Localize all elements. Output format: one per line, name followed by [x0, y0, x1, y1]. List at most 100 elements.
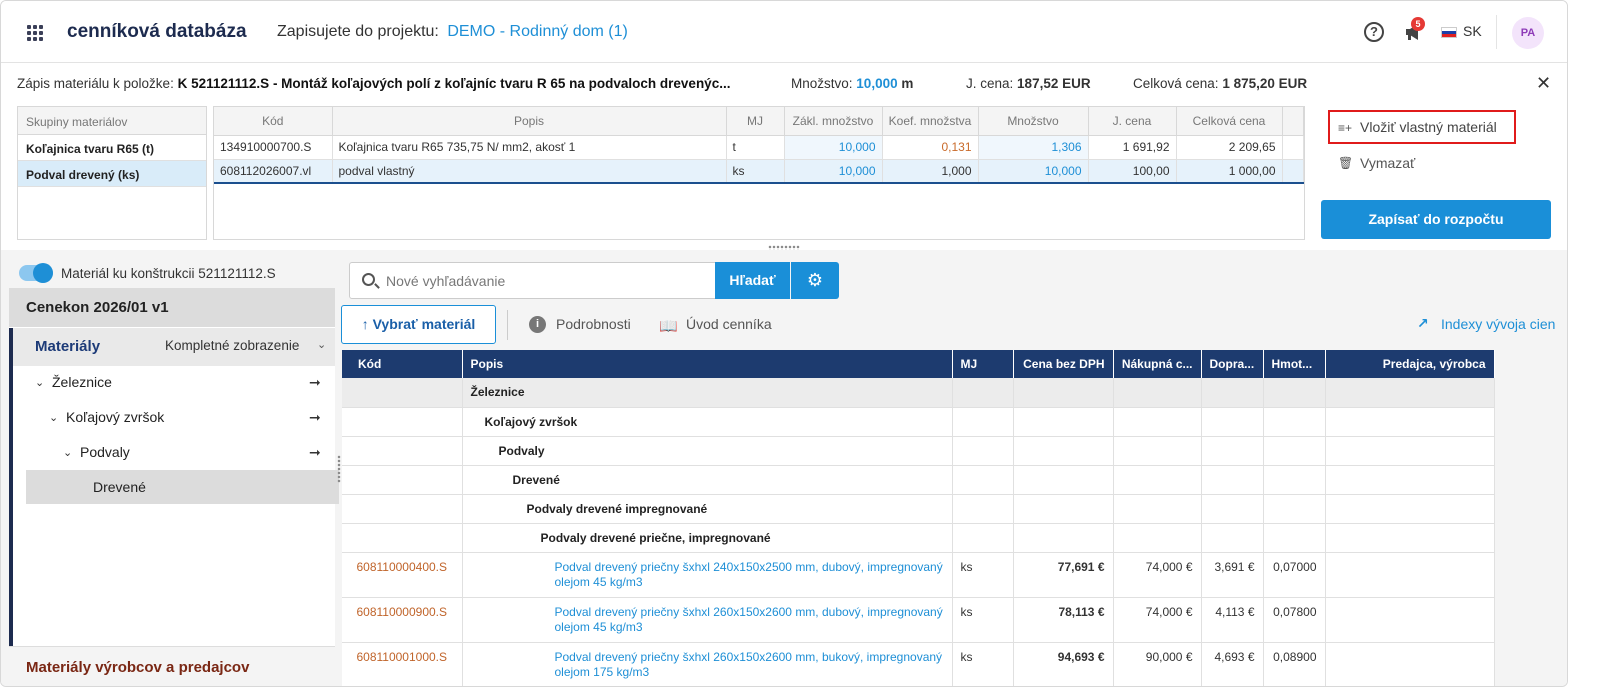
group-row[interactable]: Podvaly drevené priečne, impregnované [342, 523, 1495, 553]
cell-vendor[interactable] [1325, 552, 1495, 598]
cell-unit-price[interactable]: 100,00 [1088, 159, 1177, 184]
col-header[interactable]: Cena bez DPH [1013, 350, 1114, 378]
cell-desc[interactable]: Podval drevený priečny šxhxl 240x150x250… [462, 552, 953, 598]
apps-grid-icon[interactable] [27, 25, 43, 41]
cell-price[interactable]: 94,693 € [1013, 642, 1114, 686]
cell-buy-price[interactable]: 74,000 € [1113, 597, 1202, 643]
cell-code[interactable]: 134910000700.S [214, 135, 333, 160]
view-mode-select[interactable]: Kompletné zobrazenie [165, 338, 300, 353]
table-row[interactable]: 608110000900.S Podval drevený priečny šx… [342, 597, 1495, 643]
tree-node-kolajovy-zvrsok[interactable]: ⌄ Koľajový zvršok ➞ [49, 409, 339, 443]
slovak-flag-icon[interactable] [1441, 27, 1457, 38]
cell-unit[interactable]: ks [726, 159, 785, 184]
cell-vendor[interactable] [1325, 597, 1495, 643]
catalog-intro-button[interactable]: 📖 Úvod cenníka [659, 316, 772, 335]
cell-transport[interactable]: 3,691 € [1201, 552, 1264, 598]
table-row[interactable]: 608110001000.S Podval drevený priečny šx… [342, 642, 1495, 686]
tree-node-drevene-selected[interactable]: Drevené [26, 470, 339, 504]
group-row[interactable]: Podvaly drevené impregnované [342, 494, 1495, 524]
delete-button[interactable]: 🗑 Vymazať [1338, 155, 1415, 171]
cell-desc[interactable]: podval vlastný [332, 159, 727, 184]
cell-unit[interactable]: ks [952, 642, 1014, 686]
user-avatar[interactable]: PA [1512, 17, 1544, 49]
cell-desc[interactable]: Koľajnica tvaru R65 735,75 N/ mm2, akosť… [332, 135, 727, 160]
col-header[interactable]: Zákl. množstvo [784, 107, 883, 136]
chevron-down-icon[interactable]: ⌄ [35, 377, 45, 389]
col-header[interactable]: MJ [952, 350, 1014, 378]
group-label[interactable]: Koľajový zvršok [462, 407, 953, 437]
group-row[interactable]: Drevené [342, 465, 1495, 495]
cell-coef[interactable]: 1,000 [882, 159, 979, 184]
group-row-selected[interactable]: Podval drevený (ks) [18, 161, 206, 187]
cell-transport[interactable]: 4,113 € [1201, 597, 1264, 643]
resize-handle[interactable] [337, 455, 341, 483]
cell-unit-price[interactable]: 1 691,92 [1088, 135, 1177, 160]
table-row[interactable]: 608110000400.S Podval drevený priečny šx… [342, 552, 1495, 598]
cell-desc[interactable]: Podval drevený priečny šxhxl 260x150x260… [462, 642, 953, 686]
col-header[interactable]: Popis [462, 350, 953, 378]
close-icon[interactable]: ✕ [1536, 73, 1552, 93]
cell-code[interactable]: 608110000400.S [342, 552, 463, 598]
col-header[interactable]: Nákupná c... [1113, 350, 1202, 378]
tree-node-zeleznice[interactable]: ⌄ Železnice ➞ [35, 374, 335, 408]
chevron-down-icon[interactable]: ⌄ [49, 412, 59, 424]
group-label[interactable]: Drevené [462, 465, 953, 495]
language-selector[interactable]: SK [1463, 23, 1482, 39]
col-header[interactable]: Celková cena [1176, 107, 1283, 136]
details-button[interactable]: i Podrobnosti [529, 316, 631, 333]
cell-code[interactable]: 608110001000.S [342, 642, 463, 686]
search-button[interactable]: Hľadať [715, 262, 790, 299]
group-row[interactable]: Koľajnica tvaru R65 (t) [18, 135, 206, 161]
group-label[interactable]: Železnice [462, 378, 953, 408]
col-header[interactable]: Množstvo [978, 107, 1089, 136]
group-row[interactable]: Železnice [342, 378, 1495, 408]
col-header[interactable]: J. cena [1088, 107, 1177, 136]
cell-base-qty[interactable]: 10,000 [784, 159, 883, 184]
write-to-budget-button[interactable]: Zapísať do rozpočtu [1321, 200, 1551, 239]
cell-total[interactable]: 2 209,65 [1176, 135, 1283, 160]
materials-header[interactable]: Materiály Kompletné zobrazenie ⌄ [9, 328, 335, 366]
tree-node-podvaly[interactable]: ⌄ Podvaly ➞ [63, 444, 339, 478]
construction-toggle[interactable] [19, 263, 53, 283]
vendor-materials-section[interactable]: Materiály výrobcov a predajcov [9, 646, 335, 686]
search-input[interactable] [386, 271, 706, 291]
col-header[interactable]: Kód [342, 350, 463, 378]
group-label[interactable]: Podvaly drevené impregnované [462, 494, 953, 524]
chevron-down-icon[interactable]: ⌄ [63, 447, 73, 459]
cell-qty[interactable]: 10,000 [978, 159, 1089, 184]
insert-custom-material-button[interactable]: ≡+ Vložiť vlastný materiál [1328, 110, 1516, 144]
cell-total[interactable]: 1 000,00 [1176, 159, 1283, 184]
col-header[interactable]: Hmot... [1263, 350, 1326, 378]
group-row[interactable]: Koľajový zvršok [342, 407, 1495, 437]
arrow-right-icon[interactable]: ➞ [309, 374, 321, 390]
table-row-selected[interactable]: 608112026007.vl podval vlastný ks 10,000… [214, 159, 1304, 184]
col-header[interactable]: Dopra... [1201, 350, 1264, 378]
cell-unit[interactable]: ks [952, 552, 1014, 598]
cell-buy-price[interactable]: 74,000 € [1113, 552, 1202, 598]
cell-transport[interactable]: 4,693 € [1201, 642, 1264, 686]
select-material-button[interactable]: ↑ Vybrať materiál [341, 305, 496, 344]
help-icon[interactable]: ? [1364, 22, 1384, 42]
resize-handle[interactable] [768, 245, 800, 250]
project-link[interactable]: DEMO - Rodinný dom (1) [447, 23, 628, 40]
cell-vendor[interactable] [1325, 642, 1495, 686]
cell-code[interactable]: 608110000900.S [342, 597, 463, 643]
gear-icon[interactable]: ⚙ [791, 262, 839, 299]
col-header[interactable]: Popis [332, 107, 727, 136]
group-row[interactable]: Podvaly [342, 436, 1495, 466]
arrow-right-icon[interactable]: ➞ [309, 444, 321, 460]
col-header[interactable]: MJ [726, 107, 785, 136]
group-label[interactable]: Podvaly [462, 436, 953, 466]
group-label[interactable]: Podvaly drevené priečne, impregnované [462, 523, 953, 553]
chevron-down-icon[interactable]: ⌄ [317, 339, 327, 351]
cell-coef[interactable]: 0,131 [882, 135, 979, 160]
cell-buy-price[interactable]: 90,000 € [1113, 642, 1202, 686]
col-header[interactable]: Koef. množstva [882, 107, 979, 136]
col-header[interactable]: Kód [214, 107, 333, 136]
cell-unit[interactable]: t [726, 135, 785, 160]
price-indexes-link[interactable]: ↗ Indexy vývoja cien [1417, 315, 1555, 332]
cell-desc[interactable]: Podval drevený priečny šxhxl 260x150x260… [462, 597, 953, 643]
catalog-title[interactable]: Cenekon 2026/01 v1 [9, 288, 335, 327]
cell-base-qty[interactable]: 10,000 [784, 135, 883, 160]
cell-weight[interactable]: 0,07000 [1263, 552, 1326, 598]
